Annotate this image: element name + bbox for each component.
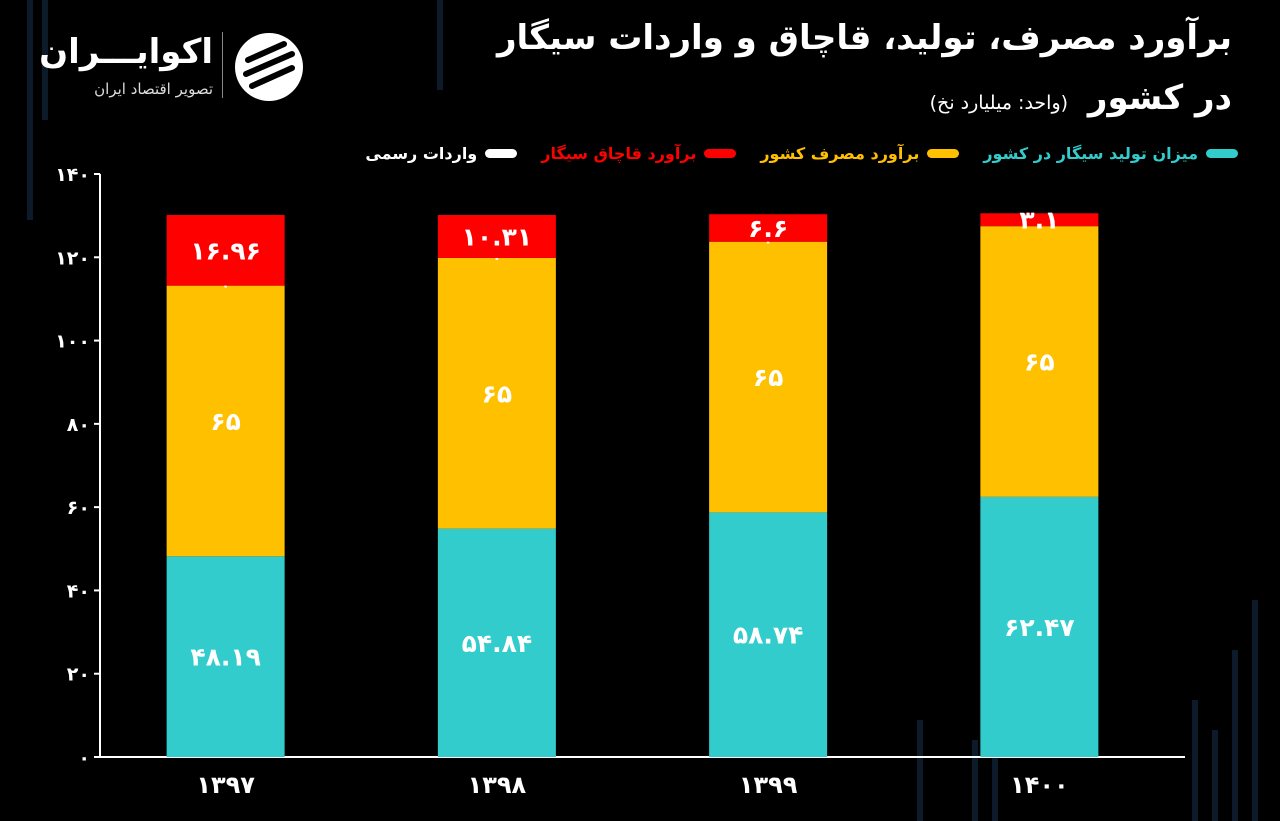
x-tick-label: ۱۴۰۰ [1010,771,1069,799]
chart-title-line2: در کشور (واحد: میلیارد نخ) [930,78,1232,118]
legend-swatch [485,149,518,158]
x-tick-label: ۱۳۹۷ [196,771,255,799]
bar-segment [709,241,828,513]
data-label: ۶۲.۴۷ [1004,613,1075,642]
bar-segment [166,556,285,757]
y-tick-label: ۱۰۰ [55,331,90,353]
data-label: ۵۴.۸۴ [462,629,533,658]
y-tick-label: ۶۰ [67,497,90,519]
y-tick-label: ۸۰ [67,414,90,436]
logo-tagline: تصویر اقتصاد ایران [94,80,213,98]
data-label: ۵۸.۷۴ [733,621,804,650]
bar-segment [437,528,556,757]
chart-title: برآورد مصرف، تولید، قاچاق و واردات سیگار [496,18,1232,58]
legend-item-imports: واردات رسمی [365,144,518,163]
data-label: ۶.۶ [748,214,788,243]
data-label: ۶۵ [753,363,784,392]
logo: اکوایـــران تصویر اقتصاد ایران [39,28,318,108]
y-tick-label: ۴۰ [67,580,90,602]
y-tick-label: ۲۰ [67,664,90,686]
legend-item-smuggling: برآورد قاچاق سیگار [541,144,737,163]
bar-segment [980,213,1099,227]
legend-label: واردات رسمی [365,144,478,163]
chart-title-rest: در کشور [1087,78,1232,118]
bar-segment [437,215,556,258]
data-label: ۶۵ [1024,348,1055,377]
bar-segment [980,226,1099,497]
bar-segment [980,496,1099,757]
bar-segment [437,257,556,529]
bar-segment [709,214,828,242]
data-label: ۱۶.۹۶ [190,236,261,265]
chart-unit: (واحد: میلیارد نخ) [929,92,1069,114]
legend-swatch [704,149,737,158]
data-label: ۶۵ [210,407,241,436]
y-tick-label: ۰ [78,747,90,769]
legend-item-consumption: برآورد مصرف کشور [760,144,960,163]
legend-label: برآورد مصرف کشور [760,144,920,163]
x-tick-label: ۱۳۹۸ [468,771,527,799]
data-label: ۳.۱ [1019,206,1059,235]
legend-label: برآورد قاچاق سیگار [541,144,697,163]
data-label: ۱۰.۳۱ [462,222,533,251]
logo-name: اکوایـــران [39,32,213,72]
legend-swatch [927,149,960,158]
y-tick-label: ۱۴۰ [55,164,90,186]
data-label: ۶۵ [482,379,513,408]
legend-swatch [1206,149,1238,158]
legend-item-production: میزان تولید سیگار در کشور [983,144,1238,163]
legend-label: میزان تولید سیگار در کشور [983,144,1198,163]
logo-divider [222,32,223,98]
legend: میزان تولید سیگار در کشور برآورد مصرف کش… [365,144,1238,163]
x-tick-label: ۱۳۹۹ [739,771,798,799]
bar-segment [709,512,828,757]
data-label: ۴۸.۱۹ [190,643,261,672]
bar-segment [166,285,285,557]
bar-segment [166,215,285,286]
logo-mark-icon [235,33,303,101]
y-tick-label: ۱۲۰ [55,247,90,269]
